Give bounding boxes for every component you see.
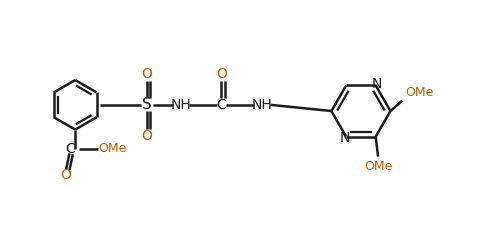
Text: O: O xyxy=(216,67,227,81)
Text: C: C xyxy=(66,142,75,156)
Text: NH: NH xyxy=(252,98,273,112)
Text: NH: NH xyxy=(171,98,192,112)
Text: OMe: OMe xyxy=(364,160,392,173)
Text: OMe: OMe xyxy=(405,87,433,99)
Text: OMe: OMe xyxy=(98,142,126,155)
Text: S: S xyxy=(142,97,151,112)
Text: N: N xyxy=(372,77,382,91)
Text: C: C xyxy=(217,98,226,112)
Text: N: N xyxy=(340,131,351,146)
Text: O: O xyxy=(141,67,152,81)
Text: O: O xyxy=(60,168,71,182)
Text: O: O xyxy=(141,129,152,143)
